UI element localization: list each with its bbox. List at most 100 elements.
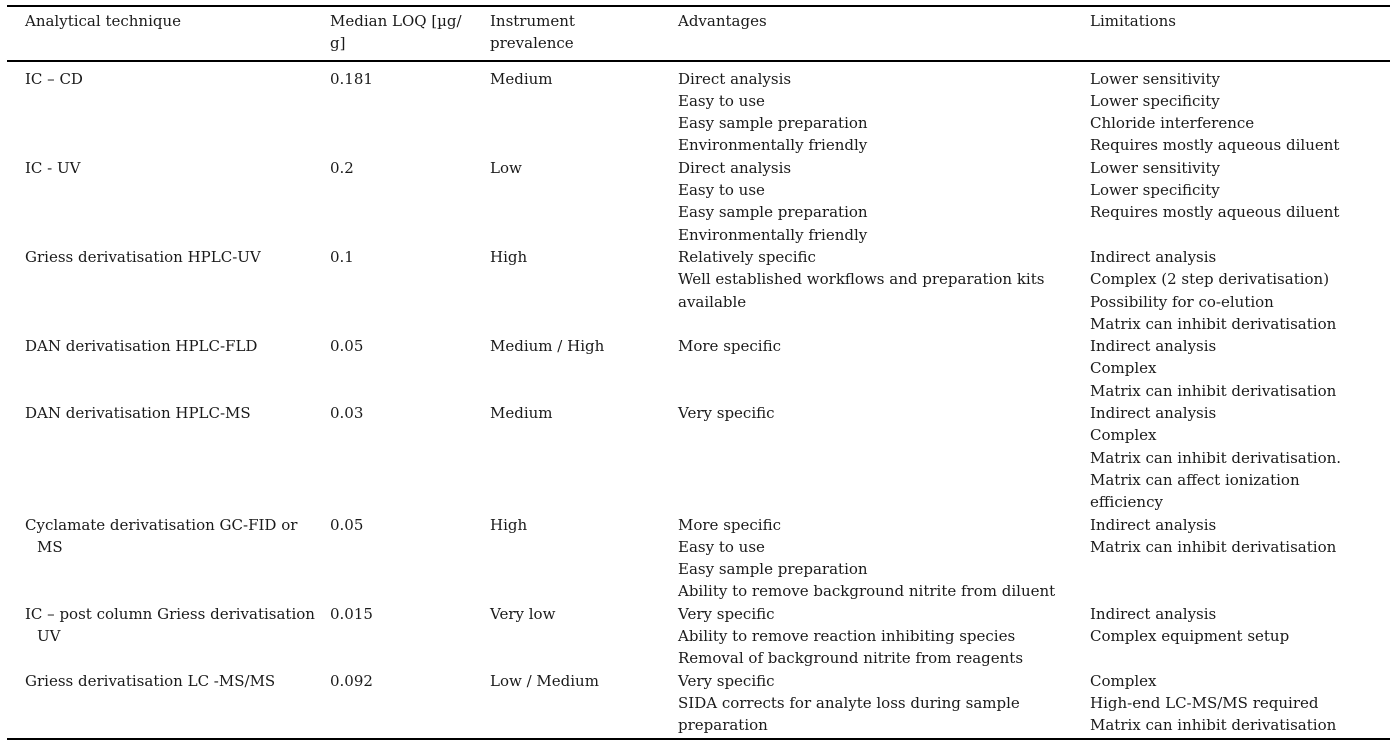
prevalence-line: Low / Medium xyxy=(490,671,599,690)
technique-line: MS xyxy=(37,537,63,556)
limitations-line: Indirect analysis xyxy=(1090,404,1217,423)
header-technique-line: Analytical technique xyxy=(25,12,182,30)
header-limitations-line: Limitations xyxy=(1090,12,1176,30)
cell-technique: DAN derivatisation HPLC-FLD xyxy=(25,335,330,402)
cell-limitations: Indirect analysis Complex Matrix can inhib… xyxy=(1090,402,1393,513)
advantages-line: Well established workflows and preparati… xyxy=(678,270,1045,289)
cell-advantages: More specific Easy to use Easy sample prep… xyxy=(678,514,1090,603)
advantages-line: Easy to use xyxy=(678,537,765,556)
advantages-line: Easy sample preparation xyxy=(678,203,868,222)
advantages-line: Easy sample preparation xyxy=(678,114,868,133)
cell-loq: 0.2 xyxy=(330,157,490,246)
advantages-line: Removal of background nitrite from reage… xyxy=(678,649,1024,668)
advantages-line: Very specific xyxy=(678,404,775,423)
advantages-line: Easy to use xyxy=(678,91,765,110)
table-row: Griess derivatisation HPLC-UV 0.1 High Rela… xyxy=(25,246,1393,335)
cell-technique: Griess derivatisation HPLC-UV xyxy=(25,246,330,335)
advantages-line: Ability to remove background nitrite fro… xyxy=(678,582,1056,601)
loq-line: 0.092 xyxy=(330,671,373,690)
table-row: Griess derivatisation LC -MS/MS 0.092 Low … xyxy=(25,670,1393,737)
header-advantages-line: Advantages xyxy=(678,12,767,30)
cell-advantages: More specific xyxy=(678,335,1090,402)
advantages-line: SIDA corrects for analyte loss during sa… xyxy=(678,693,1020,712)
cell-limitations: Indirect analysis Complex equipment setup xyxy=(1090,603,1393,670)
cell-technique: DAN derivatisation HPLC-MS xyxy=(25,402,330,513)
cell-limitations: Lower sensitivity Lower specificity Requir… xyxy=(1090,157,1393,246)
header-cell-advantages: Advantages xyxy=(678,10,1090,55)
limitations-line: Complex (2 step derivatisation) xyxy=(1090,270,1330,289)
cell-loq: 0.05 xyxy=(330,514,490,603)
loq-line: 0.1 xyxy=(330,247,354,266)
table-header-rule xyxy=(7,59,1390,62)
table-body: IC – CD 0.181 Medium Direct analysis Easy to… xyxy=(0,62,1393,737)
cell-prevalence: Medium / High xyxy=(490,335,678,402)
cell-loq: 0.015 xyxy=(330,603,490,670)
table-row: DAN derivatisation HPLC-MS 0.03 Medium Very… xyxy=(25,402,1393,513)
limitations-line: Complex equipment setup xyxy=(1090,627,1290,646)
cell-technique: Griess derivatisation LC -MS/MS xyxy=(25,670,330,737)
header-cell-limitations: Limitations xyxy=(1090,10,1393,55)
limitations-line: Complex xyxy=(1090,426,1157,445)
prevalence-line: Very low xyxy=(490,604,556,623)
cell-advantages: Direct analysis Easy to use Easy sample pr… xyxy=(678,68,1090,157)
cell-prevalence: Medium xyxy=(490,402,678,513)
advantages-line: More specific xyxy=(678,337,781,356)
advantages-line: Ability to remove reaction inhibiting sp… xyxy=(678,627,1016,646)
technique-line: IC – CD xyxy=(25,69,83,88)
cell-prevalence: High xyxy=(490,514,678,603)
advantages-line: Easy to use xyxy=(678,181,765,200)
header-cell-prevalence: Instrument prevalence xyxy=(490,10,678,55)
cell-prevalence: High xyxy=(490,246,678,335)
table-row: IC – post column Griess derivatisation UV… xyxy=(25,603,1393,670)
table-row: IC - UV 0.2 Low Direct analysis Easy to use E… xyxy=(25,157,1393,246)
cell-prevalence: Low / Medium xyxy=(490,670,678,737)
advantages-line: Relatively specific xyxy=(678,247,816,266)
cell-advantages: Very specific SIDA corrects for analyte l… xyxy=(678,670,1090,737)
limitations-line: Chloride interference xyxy=(1090,114,1255,133)
cell-technique: Cyclamate derivatisation GC-FID or MS xyxy=(25,514,330,603)
cell-limitations: Indirect analysis Matrix can inhibit deri… xyxy=(1090,514,1393,603)
advantages-line: Direct analysis xyxy=(678,158,792,177)
limitations-line: Matrix can inhibit derivatisation xyxy=(1090,381,1337,400)
cell-advantages: Direct analysis Easy to use Easy sample pr… xyxy=(678,157,1090,246)
limitations-line: Requires mostly aqueous diluent xyxy=(1090,136,1340,155)
header-loq-line: Median LOQ [µg/ xyxy=(330,12,462,30)
technique-line: Cyclamate derivatisation GC-FID or xyxy=(25,515,298,534)
prevalence-line: Low xyxy=(490,158,522,177)
table-row: Cyclamate derivatisation GC-FID or MS 0.05… xyxy=(25,514,1393,603)
table-bottom-rule xyxy=(7,738,1390,740)
cell-technique: IC - UV xyxy=(25,157,330,246)
technique-line: DAN derivatisation HPLC-MS xyxy=(25,404,251,423)
cell-prevalence: Medium xyxy=(490,68,678,157)
advantages-line: preparation xyxy=(678,716,768,735)
technique-line: Griess derivatisation LC -MS/MS xyxy=(25,671,276,690)
limitations-line: Indirect analysis xyxy=(1090,337,1217,356)
technique-line: IC – post column Griess derivatisation xyxy=(25,604,315,623)
header-prevalence-line: Instrument xyxy=(490,12,575,30)
limitations-line: Indirect analysis xyxy=(1090,247,1217,266)
technique-line: IC - UV xyxy=(25,158,81,177)
advantages-line: Easy sample preparation xyxy=(678,560,868,579)
technique-line: Griess derivatisation HPLC-UV xyxy=(25,247,261,266)
table-header-row: Analytical technique Median LOQ [µg/g] Ins… xyxy=(25,10,1393,55)
loq-line: 0.2 xyxy=(330,158,354,177)
loq-line: 0.05 xyxy=(330,337,364,356)
advantages-line: Direct analysis xyxy=(678,69,792,88)
cell-loq: 0.181 xyxy=(330,68,490,157)
prevalence-line: Medium xyxy=(490,404,553,423)
limitations-line: Lower specificity xyxy=(1090,181,1220,200)
limitations-line: Lower sensitivity xyxy=(1090,69,1220,88)
header-cell-loq: Median LOQ [µg/g] xyxy=(330,10,490,55)
cell-technique: IC – post column Griess derivatisation UV xyxy=(25,603,330,670)
cell-limitations: Complex High-end LC-MS/MS required Matrix … xyxy=(1090,670,1393,737)
cell-limitations: Lower sensitivity Lower specificity Chlori… xyxy=(1090,68,1393,157)
loq-line: 0.015 xyxy=(330,604,373,623)
cell-advantages: Very specific Ability to remove reaction … xyxy=(678,603,1090,670)
table-row: DAN derivatisation HPLC-FLD 0.05 Medium / … xyxy=(25,335,1393,402)
cell-technique: IC – CD xyxy=(25,68,330,157)
cell-advantages: Very specific xyxy=(678,402,1090,513)
header-loq-line: g] xyxy=(330,34,346,53)
loq-line: 0.181 xyxy=(330,69,373,88)
limitations-line: Matrix can inhibit derivatisation xyxy=(1090,314,1337,333)
